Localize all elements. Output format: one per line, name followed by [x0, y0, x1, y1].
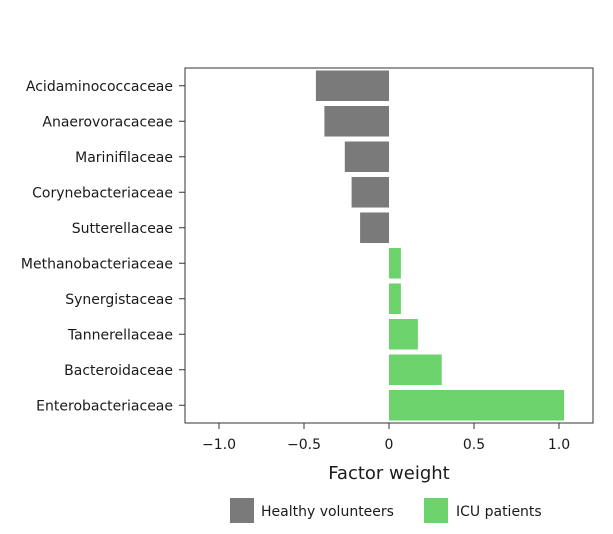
bar-corynebacteriaceae — [351, 176, 389, 208]
bar-bacteroidaceae — [389, 354, 442, 386]
bar-sutterellaceae — [360, 212, 389, 244]
y-tick-label: Acidaminococcaceae — [26, 79, 173, 95]
bar-marinifilaceae — [344, 141, 389, 173]
x-tick-label: 0.5 — [463, 437, 485, 453]
x-tick-label: −0.5 — [287, 437, 321, 453]
bar-anaerovoracaceae — [324, 105, 389, 137]
bar-acidaminococcaceae — [315, 70, 389, 102]
y-tick-label: Methanobacteriaceae — [21, 256, 173, 272]
y-tick-label: Marinifilaceae — [75, 150, 173, 166]
y-tick-label: Synergistaceae — [65, 292, 173, 308]
y-tick-label: Corynebacteriaceae — [32, 185, 173, 201]
y-tick-label: Anaerovoracaceae — [42, 114, 173, 130]
bar-methanobacteriaceae — [389, 247, 401, 279]
y-axis: Acidaminococcaceae Anaerovoracaceae Marini… — [21, 79, 185, 414]
legend: Healthy volunteers ICU patients — [230, 498, 542, 523]
bar-synergistaceae — [389, 283, 401, 315]
y-tick-label: Sutterellaceae — [72, 221, 173, 237]
x-tick-label: −1.0 — [202, 437, 236, 453]
y-tick-label: Tannerellaceae — [67, 327, 173, 343]
x-tick-label: 1.0 — [548, 437, 570, 453]
y-tick-label: Bacteroidaceae — [64, 363, 173, 379]
x-axis: −1.0 −0.5 0 0.5 1.0 — [202, 423, 570, 453]
bars-group — [315, 70, 565, 421]
y-tick-label: Enterobacteriaceae — [36, 398, 173, 414]
legend-swatch-healthy — [230, 498, 254, 523]
legend-label-icu: ICU patients — [456, 504, 542, 520]
x-tick-label: 0 — [385, 437, 394, 453]
x-axis-title: Factor weight — [328, 463, 450, 484]
bar-enterobacteriaceae — [389, 389, 565, 421]
legend-swatch-icu — [424, 498, 448, 523]
legend-label-healthy: Healthy volunteers — [261, 504, 394, 520]
bar-tannerellaceae — [389, 318, 418, 350]
